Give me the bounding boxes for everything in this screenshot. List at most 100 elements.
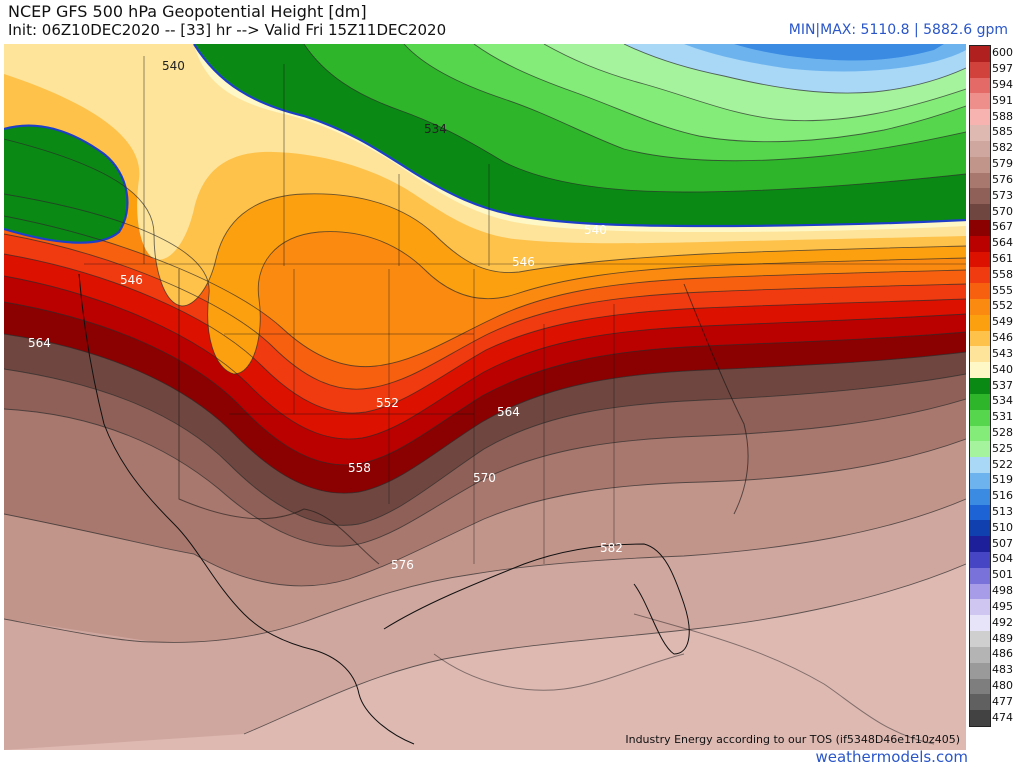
contour-label: 570 [473, 471, 496, 485]
tos-notice: Industry Energy according to our TOS (if… [625, 733, 960, 746]
legend-swatch [970, 646, 990, 663]
legend-swatch [970, 188, 990, 205]
legend-label: 594 [992, 78, 1013, 92]
legend-label: 477 [992, 694, 1013, 708]
legend-swatch [970, 631, 990, 648]
legend-swatch [970, 204, 990, 221]
legend-label: 582 [992, 141, 1013, 155]
legend-label: 540 [992, 362, 1013, 376]
legend-label: 522 [992, 457, 1013, 471]
coastlines-borders [78, 56, 966, 745]
band-537-west [4, 125, 128, 243]
contour-label: 552 [376, 396, 399, 410]
site-brand: weathermodels.com [815, 748, 968, 766]
contour-label: 582 [600, 541, 623, 555]
legend-swatch [970, 678, 990, 695]
legend-label: 498 [992, 584, 1013, 598]
legend-label: 492 [992, 615, 1013, 629]
legend-swatch [970, 156, 990, 173]
legend-label: 543 [992, 346, 1013, 360]
contour-label: 558 [348, 461, 371, 475]
legend-label: 567 [992, 220, 1013, 234]
legend-label: 579 [992, 157, 1013, 171]
legend-label: 486 [992, 647, 1013, 661]
legend-swatch [970, 46, 990, 62]
legend-label: 525 [992, 441, 1013, 455]
legend-swatch [970, 583, 990, 600]
legend-swatch [970, 599, 990, 616]
legend-label: 591 [992, 93, 1013, 107]
legend-label: 495 [992, 599, 1013, 613]
legend-swatch [970, 283, 990, 300]
legend-swatch [970, 504, 990, 521]
contour-label: 576 [391, 558, 414, 572]
legend-swatch [970, 314, 990, 331]
legend-label: 576 [992, 172, 1013, 186]
contour-label: 534 [424, 122, 447, 136]
contour-labels: 540 534 540 546 546 564 552 564 558 570 … [28, 59, 623, 572]
legend-label: 546 [992, 331, 1013, 345]
legend-label: 531 [992, 410, 1013, 424]
legend-label: 474 [992, 710, 1013, 724]
legend-label: 549 [992, 315, 1013, 329]
legend-label: 516 [992, 489, 1013, 503]
legend-label: 519 [992, 473, 1013, 487]
legend-swatch [970, 710, 990, 727]
contour-label: 564 [28, 336, 51, 350]
legend-swatch [970, 441, 990, 458]
legend-label: 570 [992, 204, 1013, 218]
contour-label: 546 [120, 273, 143, 287]
legend-swatch [970, 140, 990, 157]
legend-swatch [970, 251, 990, 268]
color-legend [969, 45, 991, 727]
legend-label: 513 [992, 505, 1013, 518]
contour-label: 540 [162, 59, 185, 73]
legend-label: 588 [992, 109, 1013, 123]
contour-label: 540 [584, 223, 607, 237]
init-valid-time: Init: 06Z10DEC2020 -- [33] hr --> Valid … [8, 21, 447, 39]
legend-swatch [970, 472, 990, 489]
legend-label: 507 [992, 536, 1013, 550]
height-field-svg: 540 534 540 546 546 564 552 564 558 570 … [4, 44, 966, 750]
legend-swatch [970, 267, 990, 284]
legend-swatch [970, 330, 990, 347]
legend-swatch [970, 409, 990, 426]
legend-label: 483 [992, 663, 1013, 677]
legend-swatch [970, 61, 990, 78]
legend-swatch [970, 172, 990, 189]
legend-swatch [970, 299, 990, 316]
legend-swatch [970, 393, 990, 410]
legend-swatch [970, 235, 990, 252]
legend-label: 564 [992, 236, 1013, 250]
legend-label: 561 [992, 251, 1013, 265]
legend-swatch [970, 362, 990, 379]
legend-label: 489 [992, 631, 1013, 645]
legend-swatch [970, 520, 990, 537]
legend-swatch [970, 346, 990, 363]
contour-540-line [193, 44, 966, 228]
contour-label: 564 [497, 405, 520, 419]
legend-swatch [970, 552, 990, 569]
legend-label: 534 [992, 394, 1013, 408]
legend-label: 537 [992, 378, 1013, 392]
legend-swatch [970, 615, 990, 632]
legend-label: 480 [992, 678, 1013, 692]
legend-swatch [970, 536, 990, 553]
legend-label: 504 [992, 552, 1013, 566]
legend-label: 528 [992, 425, 1013, 439]
legend-swatch [970, 125, 990, 142]
legend-label: 501 [992, 568, 1013, 582]
legend-swatch [970, 425, 990, 442]
legend-swatch [970, 567, 990, 584]
legend-label: 558 [992, 267, 1013, 281]
legend-swatch [970, 378, 990, 395]
legend-swatch [970, 77, 990, 94]
min-max-readout: MIN|MAX: 5110.8 | 5882.6 gpm [788, 22, 1008, 38]
legend-swatch [970, 488, 990, 505]
height-contours [4, 44, 966, 735]
legend-swatch [970, 93, 990, 110]
legend-swatch [970, 457, 990, 474]
legend-label: 555 [992, 283, 1013, 297]
legend-label: 597 [992, 62, 1013, 76]
band-516 [734, 44, 944, 61]
